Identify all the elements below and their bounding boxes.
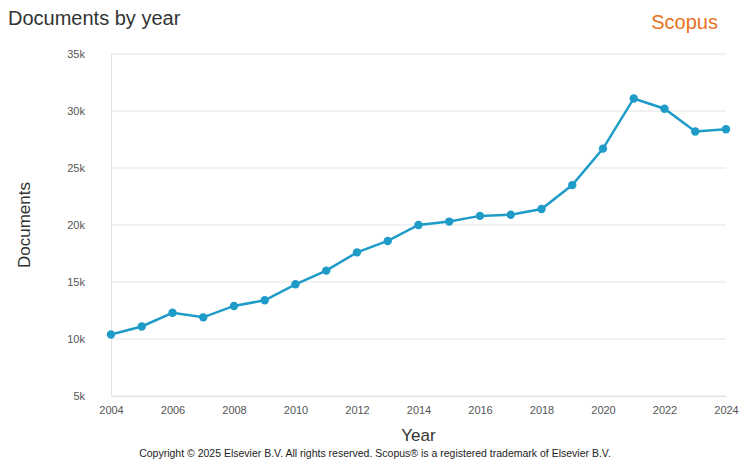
data-point [353, 248, 361, 256]
data-point [199, 313, 207, 321]
y-tick-label: 30k [67, 105, 85, 117]
x-tick: 2024 [714, 396, 738, 416]
footnote: Copyright © 2025 Elsevier B.V. All right… [139, 447, 611, 459]
y-tick-label: 35k [67, 48, 85, 60]
y-tick-label: 15k [67, 276, 85, 288]
x-tick: 2006 [161, 396, 185, 416]
x-tick: 2016 [468, 396, 492, 416]
y-tick: 30k [67, 105, 111, 117]
y-axis-title: Documents [15, 182, 34, 268]
grid-line [111, 168, 726, 169]
marks [107, 94, 730, 338]
data-point [445, 217, 453, 225]
data-point [107, 330, 115, 338]
x-tick: 2018 [530, 396, 554, 416]
y-tick: 15k [67, 276, 111, 288]
title: Documents by year [8, 7, 181, 29]
x-tick-label: 2008 [222, 404, 246, 416]
data-point [537, 205, 545, 213]
data-point [138, 322, 146, 330]
data-point [568, 181, 576, 189]
y-tick-label: 25k [67, 162, 85, 174]
data-point [291, 280, 299, 288]
data-point [384, 237, 392, 245]
data-point [230, 302, 238, 310]
data-point [691, 127, 699, 135]
x-tick: 2008 [222, 396, 246, 416]
x-axis-line [112, 396, 727, 397]
data-point [507, 211, 515, 219]
x-tick-label: 2014 [407, 404, 431, 416]
grid-line [111, 54, 726, 55]
y-axis: 5k 10k 15k 20k 25k 30k 35k [67, 48, 111, 402]
x-tick-label: 2004 [99, 404, 123, 416]
data-point [168, 309, 176, 317]
data-point [476, 212, 484, 220]
data-point [322, 266, 330, 274]
y-tick-label: 10k [67, 333, 85, 345]
x-tick-label: 2016 [468, 404, 492, 416]
data-point [630, 94, 638, 102]
x-axis-title: Year [401, 426, 436, 445]
x-tick-label: 2006 [161, 404, 185, 416]
data-point [414, 221, 422, 229]
x-tick: 2014 [407, 396, 431, 416]
grid-line [111, 396, 726, 397]
x-tick: 2022 [653, 396, 677, 416]
x-tick-label: 2012 [345, 404, 369, 416]
data-point [660, 105, 668, 113]
y-tick: 10k [67, 333, 111, 345]
y-tick-label: 20k [67, 219, 85, 231]
x-tick-label: 2024 [714, 404, 738, 416]
x-tick: 2012 [345, 396, 369, 416]
data-point [722, 125, 730, 133]
grid-line [111, 339, 726, 340]
y-tick: 20k [67, 219, 111, 231]
x-tick-label: 2020 [591, 404, 615, 416]
grid [111, 54, 726, 396]
x-axis: 2004 2006 2008 2010 2012 2014 2016 2018 2020 2022… [99, 396, 738, 416]
x-tick-label: 2018 [530, 404, 554, 416]
x-tick: 2020 [591, 396, 615, 416]
y-axis-line [111, 55, 112, 397]
logo: Scopus [651, 11, 718, 33]
grid-line [111, 111, 726, 112]
y-tick: 35k [67, 48, 111, 60]
y-tick-label: 5k [73, 390, 85, 402]
series-line [111, 98, 726, 334]
x-tick-label: 2010 [284, 404, 308, 416]
grid-line [111, 282, 726, 283]
data-point [261, 296, 269, 304]
chart: 5k 10k 15k 20k 25k 30k 35k 2004 2006 2008 2010 2012… [0, 0, 750, 470]
x-tick-label: 2022 [653, 404, 677, 416]
y-tick: 25k [67, 162, 111, 174]
x-tick: 2004 [99, 396, 123, 416]
data-point [599, 144, 607, 152]
y-tick: 5k [73, 390, 111, 402]
x-tick: 2010 [284, 396, 308, 416]
plot: 5k 10k 15k 20k 25k 30k 35k 2004 2006 2008 2010 2012… [67, 48, 738, 416]
